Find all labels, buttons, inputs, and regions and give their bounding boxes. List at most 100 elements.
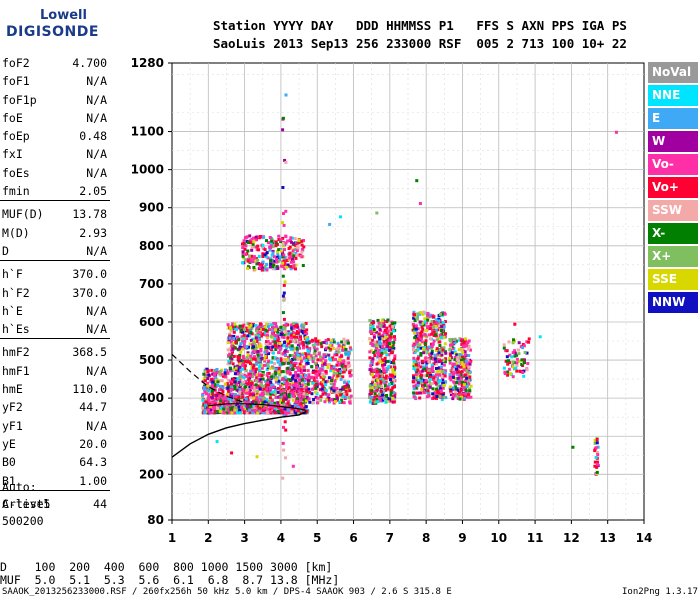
echo-point xyxy=(312,379,316,383)
footer-version: Ion2Png 1.3.17 xyxy=(622,587,698,597)
echo-point xyxy=(393,357,397,361)
echo-point xyxy=(260,325,264,329)
echo-point xyxy=(289,260,293,264)
echo-point xyxy=(412,356,416,360)
echo-point xyxy=(278,363,282,367)
echo-point xyxy=(432,362,436,366)
echo-point xyxy=(259,349,263,353)
echo-point xyxy=(379,353,383,357)
x-tick-label: 3 xyxy=(240,531,248,545)
echo-point xyxy=(392,329,396,333)
y-tick-label: 500 xyxy=(139,353,164,367)
echo-point xyxy=(335,387,339,390)
echo-point xyxy=(280,328,284,332)
echo-point xyxy=(265,322,269,326)
echo-point xyxy=(237,405,241,409)
echo-point xyxy=(419,376,423,380)
echo-point xyxy=(438,312,442,316)
echo-point xyxy=(332,340,336,344)
echo-point xyxy=(419,365,423,369)
echo-point xyxy=(261,252,265,256)
echo-point xyxy=(274,324,278,328)
echo-point xyxy=(348,374,352,378)
echo-point xyxy=(285,346,288,350)
echo-point xyxy=(250,254,254,258)
echo-point xyxy=(425,386,429,389)
echo-point xyxy=(416,368,420,372)
echo-point xyxy=(281,236,285,240)
echo-point xyxy=(422,391,426,395)
echo-point xyxy=(347,361,351,365)
echo-point xyxy=(248,372,252,376)
echo-point xyxy=(372,398,376,402)
echo-point xyxy=(373,395,377,399)
echo-point xyxy=(341,348,345,352)
echo-point xyxy=(525,340,529,344)
param-row-yf1: yF1 N/A xyxy=(0,417,110,435)
echo-point xyxy=(296,409,300,413)
echo-point xyxy=(271,407,275,411)
echo-point xyxy=(279,357,283,361)
echo-point xyxy=(456,388,460,392)
echo-point xyxy=(388,376,391,380)
echo-point xyxy=(210,396,214,400)
echo-point xyxy=(232,330,236,334)
echo-point xyxy=(280,382,284,386)
echo-point xyxy=(249,323,253,327)
echo-point xyxy=(441,321,445,324)
echo-point xyxy=(338,358,342,362)
echo-point xyxy=(368,384,372,388)
echo-point xyxy=(460,339,464,343)
echo-point xyxy=(415,391,419,395)
echo-point xyxy=(234,328,238,332)
echo-point xyxy=(236,335,239,339)
echo-point xyxy=(342,345,346,349)
echo-point xyxy=(438,344,442,347)
echo-point xyxy=(313,349,317,353)
echo-point xyxy=(255,340,259,343)
echo-point xyxy=(328,222,332,226)
echo-point xyxy=(203,408,207,412)
echo-point xyxy=(248,254,251,258)
x-tick-label: 6 xyxy=(349,531,357,545)
echo-point xyxy=(233,322,237,326)
echo-point xyxy=(293,357,297,361)
echo-point xyxy=(449,356,453,360)
echo-point xyxy=(258,343,262,347)
echo-point xyxy=(223,371,227,375)
echo-point xyxy=(431,374,435,378)
echo-point xyxy=(245,345,249,348)
echo-point xyxy=(527,337,531,341)
echo-point xyxy=(465,366,469,370)
echo-point xyxy=(307,355,311,359)
echo-point xyxy=(253,404,257,408)
echo-point xyxy=(417,344,421,348)
echo-point xyxy=(312,339,316,343)
echo-point xyxy=(300,239,303,243)
echo-point xyxy=(315,401,319,405)
echo-point xyxy=(318,388,322,392)
echo-point xyxy=(212,408,215,412)
echo-point xyxy=(390,350,394,354)
echo-point xyxy=(255,360,259,363)
echo-point xyxy=(266,364,270,368)
artist-version: Artist5 xyxy=(2,497,51,511)
echo-point xyxy=(306,379,310,383)
echo-point xyxy=(238,369,242,373)
echo-point xyxy=(294,267,297,271)
echo-point xyxy=(411,344,415,348)
echo-point xyxy=(297,405,300,409)
echo-point xyxy=(467,345,471,349)
y-tick-label: 800 xyxy=(139,239,164,253)
echo-point xyxy=(251,408,255,411)
param-key: h`Es xyxy=(2,322,30,337)
echo-point xyxy=(252,266,256,269)
echo-point xyxy=(262,411,266,415)
echo-point xyxy=(218,394,222,398)
echo-point xyxy=(300,406,304,410)
echo-point xyxy=(302,239,305,242)
echo-point xyxy=(232,337,236,340)
echo-point xyxy=(340,364,344,368)
echo-point xyxy=(423,383,427,387)
echo-point xyxy=(438,348,442,352)
